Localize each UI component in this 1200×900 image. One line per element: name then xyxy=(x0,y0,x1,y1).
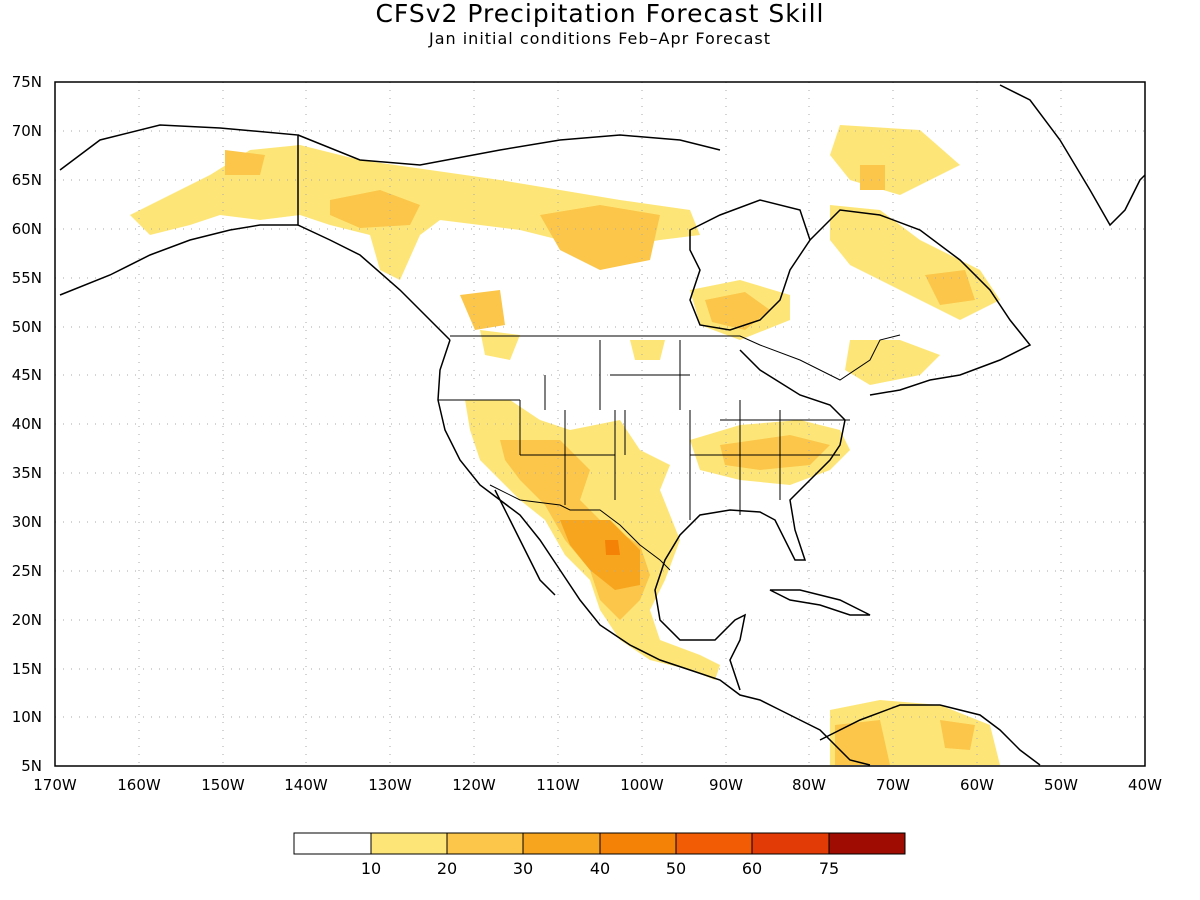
legend-swatch xyxy=(370,832,448,855)
lat-label: 60N xyxy=(12,220,42,238)
legend-label: 20 xyxy=(437,859,457,878)
lat-axis-labels: 75N 70N 65N 60N 55N 50N 45N 40N 35N 30N … xyxy=(12,73,42,775)
map-title: CFSv2 Precipitation Forecast Skill xyxy=(375,0,825,28)
lon-label: 70W xyxy=(876,776,910,794)
lat-label: 5N xyxy=(21,757,42,775)
lon-label: 90W xyxy=(709,776,743,794)
lat-label: 65N xyxy=(12,171,42,189)
lon-label: 50W xyxy=(1044,776,1078,794)
legend-swatch xyxy=(751,832,830,855)
lon-label: 140W xyxy=(284,776,328,794)
lon-label: 80W xyxy=(792,776,826,794)
lat-label: 25N xyxy=(12,562,42,580)
legend-swatch xyxy=(293,832,372,855)
lat-label: 45N xyxy=(12,366,42,384)
lat-label: 15N xyxy=(12,660,42,678)
lon-label: 100W xyxy=(620,776,664,794)
lat-label: 30N xyxy=(12,513,42,531)
legend-swatch xyxy=(599,832,677,855)
skill-shading xyxy=(130,125,1000,765)
lon-axis-labels: 170W 160W 150W 140W 130W 120W 110W 100W … xyxy=(33,776,1162,794)
lon-label: 130W xyxy=(368,776,412,794)
lat-label: 50N xyxy=(12,318,42,336)
lon-label: 150W xyxy=(201,776,245,794)
legend-swatch xyxy=(446,832,524,855)
legend-label: 50 xyxy=(666,859,686,878)
lon-label: 170W xyxy=(33,776,77,794)
lat-label: 70N xyxy=(12,122,42,140)
lon-label: 40W xyxy=(1128,776,1162,794)
legend-label: 60 xyxy=(742,859,762,878)
map-subtitle: Jan initial conditions Feb–Apr Forecast xyxy=(428,29,772,48)
legend-label: 75 xyxy=(819,859,839,878)
gridlines xyxy=(55,82,1145,766)
lon-label: 60W xyxy=(960,776,994,794)
lat-label: 75N xyxy=(12,73,42,91)
map-frame xyxy=(54,81,1146,767)
lat-label: 10N xyxy=(12,708,42,726)
legend-label: 40 xyxy=(590,859,610,878)
legend-label: 10 xyxy=(361,859,381,878)
legend-swatch xyxy=(828,832,906,855)
lat-label: 35N xyxy=(12,464,42,482)
lat-label: 40N xyxy=(12,415,42,433)
legend-swatch xyxy=(522,832,601,855)
lat-label: 55N xyxy=(12,269,42,287)
legend-swatch xyxy=(675,832,753,855)
lon-label: 120W xyxy=(452,776,496,794)
legend-label: 30 xyxy=(513,859,533,878)
lon-label: 110W xyxy=(536,776,580,794)
political-borders xyxy=(297,135,901,571)
color-legend: 10 20 30 40 50 60 75 xyxy=(293,832,906,878)
lon-label: 160W xyxy=(117,776,161,794)
lat-label: 20N xyxy=(12,611,42,629)
